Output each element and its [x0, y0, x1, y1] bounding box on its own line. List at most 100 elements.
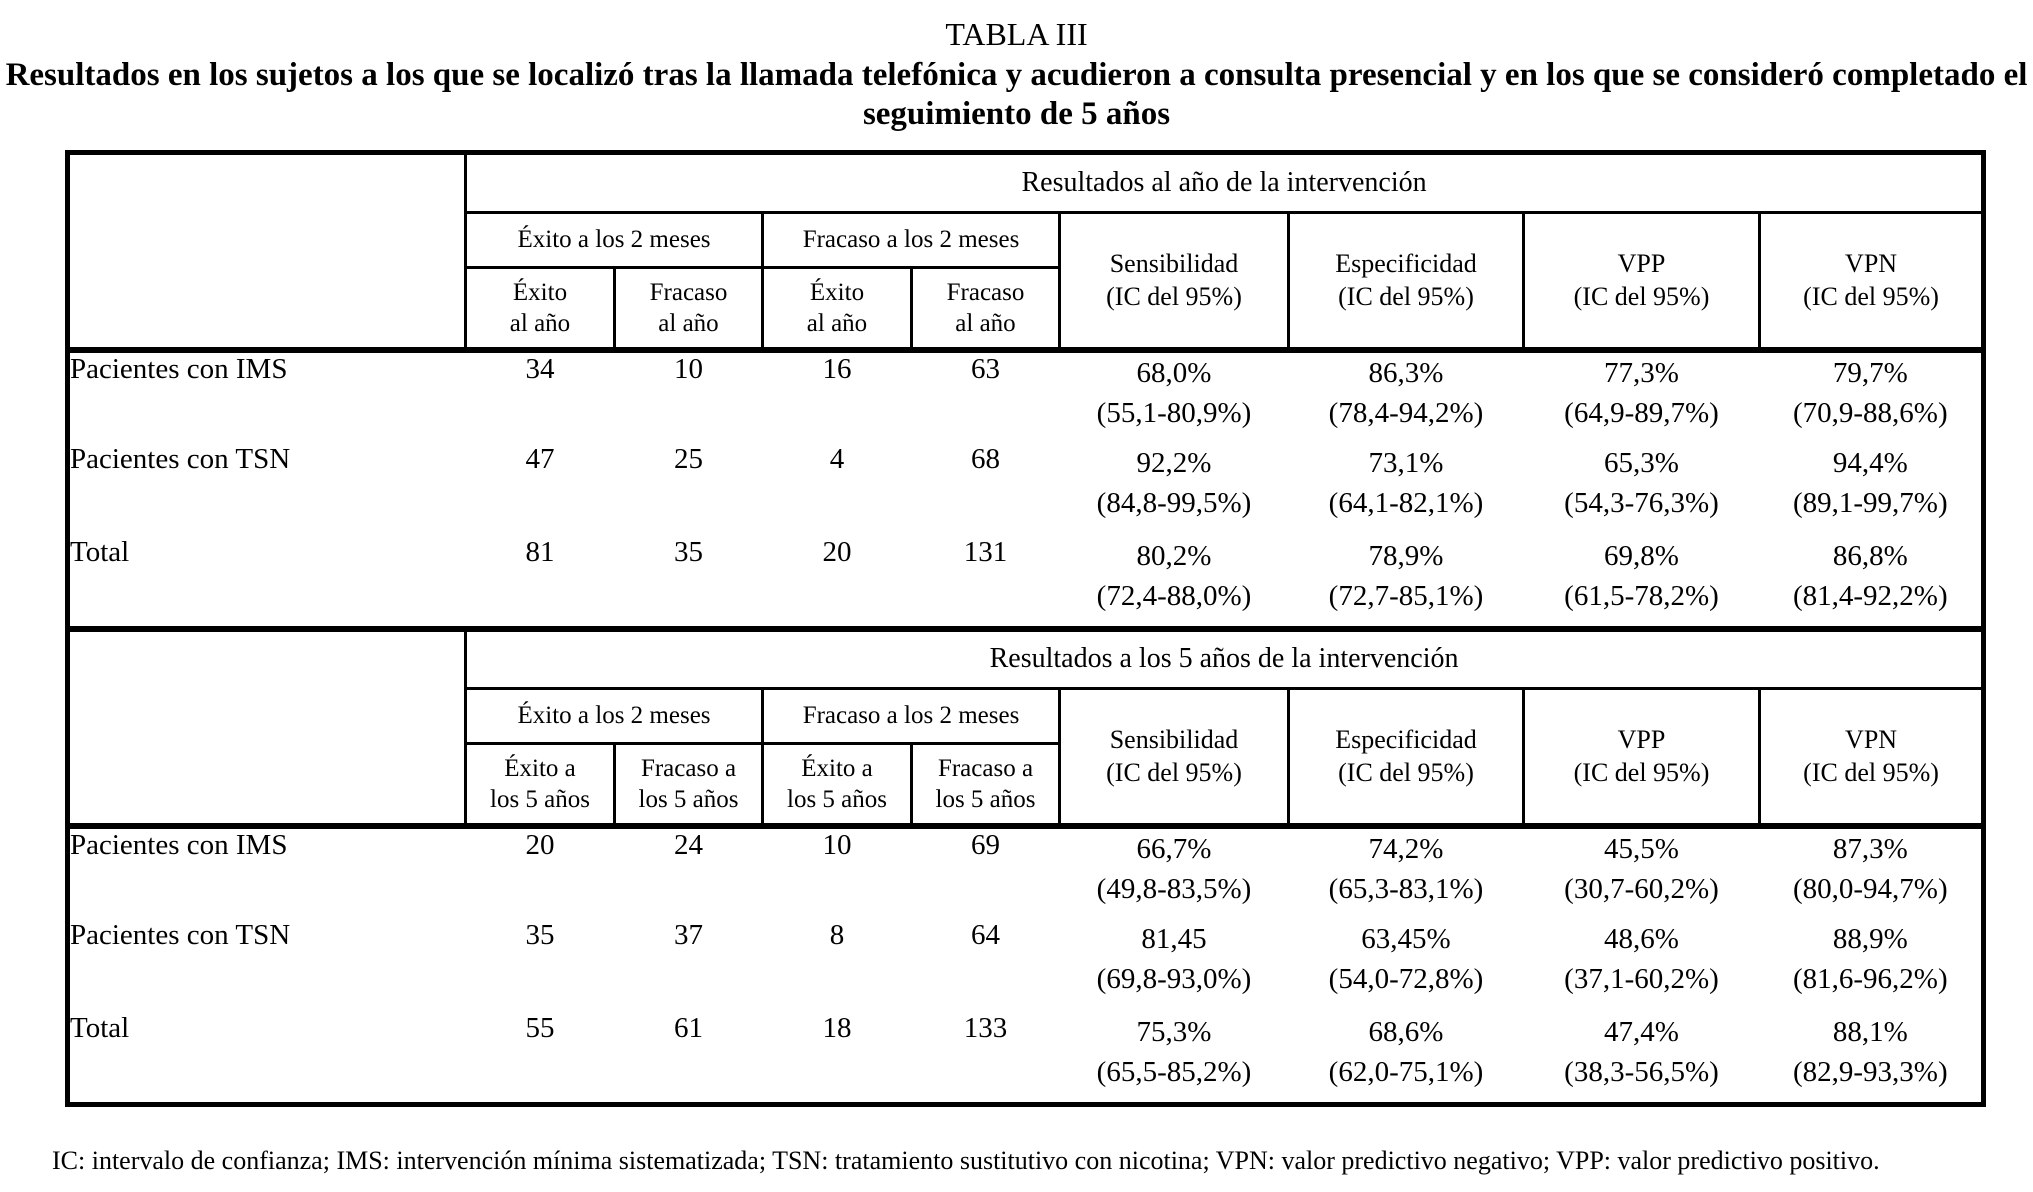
- subheader-line1: Éxito: [809, 278, 865, 306]
- row-label-column-header: [67, 152, 467, 353]
- stat-ci: (62,0-75,1%): [1328, 1055, 1484, 1088]
- count-cell: 34: [525, 352, 555, 385]
- table-row: Total 81 35 20 131 80,2% (72,4-88,0%) 78,…: [68, 536, 1984, 629]
- stat-ci: (38,3-56,5%): [1564, 1055, 1719, 1088]
- stat-ci: (55,1-80,9%): [1096, 396, 1252, 429]
- stat-header-line2: (IC del 95%): [1803, 758, 1939, 788]
- count-cell: 18: [822, 1011, 852, 1044]
- stat-cell: 75,3% (65,5-85,2%): [1060, 1012, 1289, 1105]
- stat-ci: (65,5-85,2%): [1096, 1055, 1252, 1088]
- stat-cell: 81,45 (69,8-93,0%): [1060, 919, 1289, 1012]
- table-subtitle: Resultados en los sujetos a los que se l…: [0, 56, 2033, 134]
- row-label: Pacientes con TSN: [70, 442, 291, 475]
- count-cell: 4: [829, 442, 845, 475]
- group-header-exito-2-meses: Éxito a los 2 meses: [464, 212, 764, 269]
- stat-value: 88,1%: [1832, 1015, 1908, 1048]
- count-cell: 24: [674, 828, 703, 861]
- column-subheader: Fracaso al año: [613, 267, 764, 353]
- stat-value: 78,9%: [1368, 539, 1444, 572]
- row-label: Pacientes con TSN: [70, 918, 291, 951]
- stat-cell: 80,2% (72,4-88,0%): [1060, 536, 1289, 629]
- stat-cell: 79,7% (70,9-88,6%): [1760, 350, 1984, 443]
- column-subheader: Fracaso a los 5 años: [613, 743, 764, 829]
- stat-cell: 68,6% (62,0-75,1%): [1289, 1012, 1524, 1105]
- stat-ci: (70,9-88,6%): [1792, 396, 1948, 429]
- stat-ci: (49,8-83,5%): [1096, 872, 1252, 905]
- stat-value: 86,8%: [1832, 539, 1908, 572]
- stat-ci: (82,9-93,3%): [1792, 1055, 1948, 1088]
- stat-value: 86,3%: [1368, 356, 1444, 389]
- stat-ci: (30,7-60,2%): [1564, 872, 1719, 905]
- subheader-line1: Fracaso a: [937, 754, 1034, 782]
- subheader-line1: Fracaso: [649, 278, 728, 306]
- subheader-line2: al año: [806, 309, 868, 337]
- count-cell: 8: [829, 918, 845, 951]
- stat-value: 87,3%: [1832, 832, 1908, 865]
- stat-header-line2: (IC del 95%): [1338, 282, 1474, 312]
- stat-ci: (54,3-76,3%): [1564, 486, 1719, 519]
- stat-value: 75,3%: [1136, 1015, 1212, 1048]
- stat-ci: (54,0-72,8%): [1328, 962, 1484, 995]
- stat-value: 77,3%: [1604, 356, 1679, 389]
- stat-ci: (65,3-83,1%): [1328, 872, 1484, 905]
- footnote: IC: intervalo de confianza; IMS: interve…: [52, 1146, 1880, 1175]
- page-title: TABLA III: [945, 16, 1088, 52]
- stat-ci: (81,6-96,2%): [1792, 962, 1948, 995]
- stat-value: 45,5%: [1604, 832, 1679, 865]
- stat-header-line1: VPN: [1845, 725, 1898, 755]
- stat-value: 73,1%: [1368, 446, 1444, 479]
- stat-value: 65,3%: [1604, 446, 1679, 479]
- table-subtitle-line2: y en los que se consideró completado el …: [862, 57, 2028, 132]
- stat-value: 66,7%: [1136, 832, 1212, 865]
- stat-value: 79,7%: [1832, 356, 1908, 389]
- stat-ci: (61,5-78,2%): [1564, 579, 1719, 612]
- stat-ci: (78,4-94,2%): [1328, 396, 1484, 429]
- stat-value: 63,45%: [1361, 922, 1451, 955]
- count-cell: 69: [971, 828, 1000, 861]
- stat-column-header-sensibilidad: Sensibilidad (IC del 95%): [1058, 212, 1289, 353]
- stat-cell: 48,6% (37,1-60,2%): [1524, 919, 1760, 1012]
- count-cell: 55: [525, 1011, 555, 1044]
- stat-column-header-vpn: VPN (IC del 95%): [1757, 212, 1984, 353]
- stat-header-line1: Sensibilidad: [1109, 725, 1239, 755]
- count-cell: 61: [674, 1011, 703, 1044]
- stat-value: 81,45: [1141, 922, 1207, 955]
- stat-cell: 69,8% (61,5-78,2%): [1524, 536, 1760, 629]
- count-cell: 63: [971, 352, 1000, 385]
- stat-cell: 77,3% (64,9-89,7%): [1524, 350, 1760, 443]
- group-header-exito-2-meses: Éxito a los 2 meses: [464, 688, 764, 745]
- count-cell: 25: [674, 442, 703, 475]
- stat-column-header-vpp: VPP (IC del 95%): [1522, 212, 1760, 353]
- subheader-line1: Fracaso a: [640, 754, 737, 782]
- stat-column-header-vpp: VPP (IC del 95%): [1522, 688, 1760, 829]
- subheader-line1: Éxito a: [801, 754, 873, 782]
- count-cell: 20: [822, 535, 852, 568]
- column-subheader: Éxito a los 5 años: [464, 743, 616, 829]
- stat-header-line1: VPN: [1845, 249, 1898, 279]
- stat-column-header-vpn: VPN (IC del 95%): [1757, 688, 1984, 829]
- stat-ci: (84,8-99,5%): [1096, 486, 1252, 519]
- count-cell: 35: [525, 918, 555, 951]
- stat-cell: 86,3% (78,4-94,2%): [1289, 350, 1524, 443]
- count-cell: 20: [525, 828, 555, 861]
- group-header-fracaso-2-meses: Fracaso a los 2 meses: [761, 212, 1061, 269]
- subheader-line1: Éxito: [512, 278, 568, 306]
- stat-value: 68,0%: [1136, 356, 1212, 389]
- stat-cell: 74,2% (65,3-83,1%): [1289, 826, 1524, 919]
- stat-column-header-especificidad: Especificidad (IC del 95%): [1287, 688, 1524, 829]
- stat-ci: (80,0-94,7%): [1792, 872, 1948, 905]
- stat-ci: (72,4-88,0%): [1096, 579, 1252, 612]
- count-cell: 10: [674, 352, 703, 385]
- row-label: Total: [70, 1011, 130, 1044]
- stat-value: 48,6%: [1604, 922, 1679, 955]
- count-cell: 133: [963, 1011, 1008, 1044]
- stat-header-line1: Especificidad: [1335, 249, 1477, 279]
- row-label: Pacientes con IMS: [70, 352, 288, 385]
- stat-header-line1: Especificidad: [1335, 725, 1477, 755]
- stat-cell: 68,0% (55,1-80,9%): [1060, 350, 1289, 443]
- stat-cell: 65,3% (54,3-76,3%): [1524, 443, 1760, 536]
- column-subheader: Éxito al año: [464, 267, 616, 353]
- stat-ci: (89,1-99,7%): [1792, 486, 1948, 519]
- column-subheader: Éxito a los 5 años: [761, 743, 913, 829]
